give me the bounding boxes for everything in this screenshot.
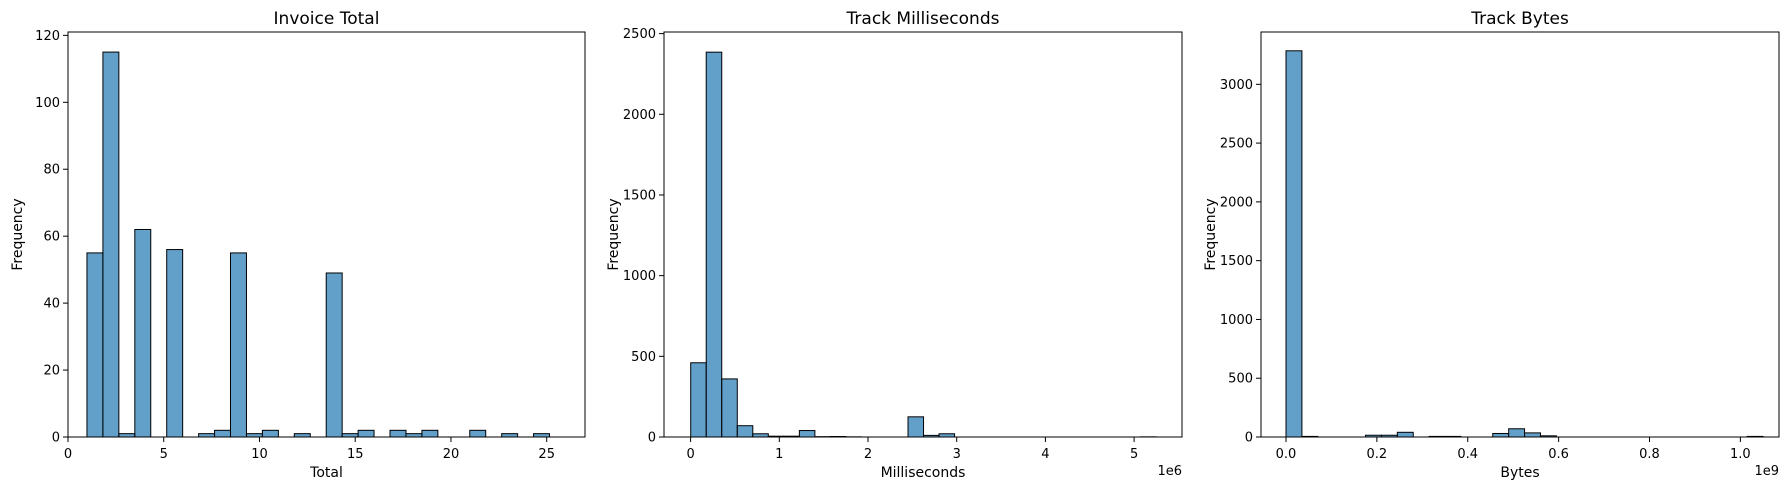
y-tick-label: 120 (35, 29, 60, 44)
y-tick-label: 1500 (1220, 254, 1253, 269)
histogram-bar (907, 416, 925, 438)
x-tick-label: 15 (347, 447, 364, 462)
chart-panel-1: 0 1 2 3 4 5 0 500 1000 1500 2000 2500 Track Millisec… (606, 9, 1183, 481)
x-axis-offset-label: 1e6 (1157, 464, 1182, 479)
histogram-bar (1492, 432, 1510, 438)
histogram-bar (690, 362, 707, 438)
y-tick-label: 0 (52, 431, 60, 446)
x-axis-label: Total (309, 465, 343, 481)
x-axis-label: Milliseconds (881, 465, 966, 481)
y-tick-label: 0 (1245, 431, 1253, 446)
x-axis-offset-label: 1e9 (1754, 464, 1779, 479)
histogram-bar (405, 433, 423, 438)
histogram-bar (1396, 431, 1414, 438)
x-tick-label: 25 (538, 447, 555, 462)
histogram-bar (798, 430, 816, 438)
x-tick-label: 1.0 (1730, 447, 1751, 462)
y-tick-label: 80 (43, 163, 60, 178)
plot-frame (1260, 31, 1780, 438)
histogram-bar (86, 252, 104, 438)
histogram-bar (421, 429, 439, 438)
y-tick-label: 60 (43, 230, 60, 245)
histogram-bar (325, 272, 343, 438)
x-tick-label: 3 (953, 447, 961, 462)
y-tick-label: 2500 (623, 27, 656, 42)
histogram-bar (341, 433, 359, 438)
y-tick-label: 2000 (1220, 195, 1253, 210)
histogram-bar (198, 433, 216, 438)
histogram-bar (261, 429, 279, 438)
x-tick-label: 5 (160, 447, 168, 462)
y-tick-label: 2500 (1220, 137, 1253, 152)
histogram-bar (118, 433, 136, 438)
histogram-bar (1508, 428, 1526, 438)
chart-panel-0: 0 5 10 15 20 25 0 20 40 60 80 100 120 Invoice Total To… (10, 9, 586, 481)
x-tick-label: 10 (251, 447, 268, 462)
y-tick-label: 1000 (1220, 313, 1253, 328)
histogram-bar (501, 433, 519, 438)
x-tick-label: 0.6 (1548, 447, 1569, 462)
histogram-bar (357, 429, 375, 438)
y-tick-label: 2000 (623, 108, 656, 123)
histogram-bar (134, 228, 152, 438)
histogram-bar (1285, 50, 1303, 438)
x-tick-label: 0.0 (1276, 447, 1297, 462)
y-tick-label: 100 (35, 96, 60, 111)
y-tick-label: 3000 (1220, 78, 1253, 93)
y-axis-label: Frequency (1203, 198, 1219, 270)
y-tick-label: 500 (631, 350, 656, 365)
chart-title: Track Milliseconds (846, 9, 1000, 29)
x-tick-label: 0.4 (1457, 447, 1478, 462)
y-tick-label: 1000 (623, 269, 656, 284)
y-tick-label: 0 (648, 431, 656, 446)
chart-title: Track Bytes (1470, 9, 1569, 29)
y-tick-label: 1500 (623, 188, 656, 203)
plot-frame (663, 31, 1183, 438)
histogram-bar (1524, 432, 1541, 438)
x-axis-label: Bytes (1500, 465, 1539, 481)
x-tick-label: 0.2 (1367, 447, 1388, 462)
histogram-bar (102, 51, 120, 438)
histogram-bar (293, 433, 311, 438)
histogram-bar (469, 429, 487, 438)
y-tick-label: 40 (43, 297, 60, 312)
histogram-bar (166, 249, 184, 438)
x-tick-label: 2 (864, 447, 872, 462)
chart-title: Invoice Total (274, 9, 380, 29)
y-tick-label: 500 (1228, 372, 1253, 387)
histogram-bar (533, 433, 551, 438)
histogram-bar (721, 378, 738, 438)
histogram-bar (230, 252, 247, 438)
chart-panel-2: 0.0 0.2 0.4 0.6 0.8 1.0 0 500 1000 1500 2000 2500 30… (1203, 9, 1780, 481)
x-tick-label: 0.8 (1639, 447, 1660, 462)
y-axis-label: Frequency (10, 198, 26, 270)
x-tick-label: 0 (64, 447, 72, 462)
x-tick-label: 5 (1130, 447, 1138, 462)
histogram-bar (705, 51, 723, 438)
histogram-bar (389, 429, 407, 438)
y-tick-label: 20 (43, 364, 60, 379)
x-tick-label: 4 (1041, 447, 1049, 462)
x-tick-label: 1 (775, 447, 783, 462)
histogram-bar (736, 425, 754, 438)
plot-frame (67, 31, 586, 438)
histogram-bar (214, 429, 232, 438)
x-tick-label: 20 (443, 447, 460, 462)
histogram-bar (245, 433, 263, 438)
y-axis-label: Frequency (606, 198, 622, 270)
x-tick-label: 0 (686, 447, 694, 462)
